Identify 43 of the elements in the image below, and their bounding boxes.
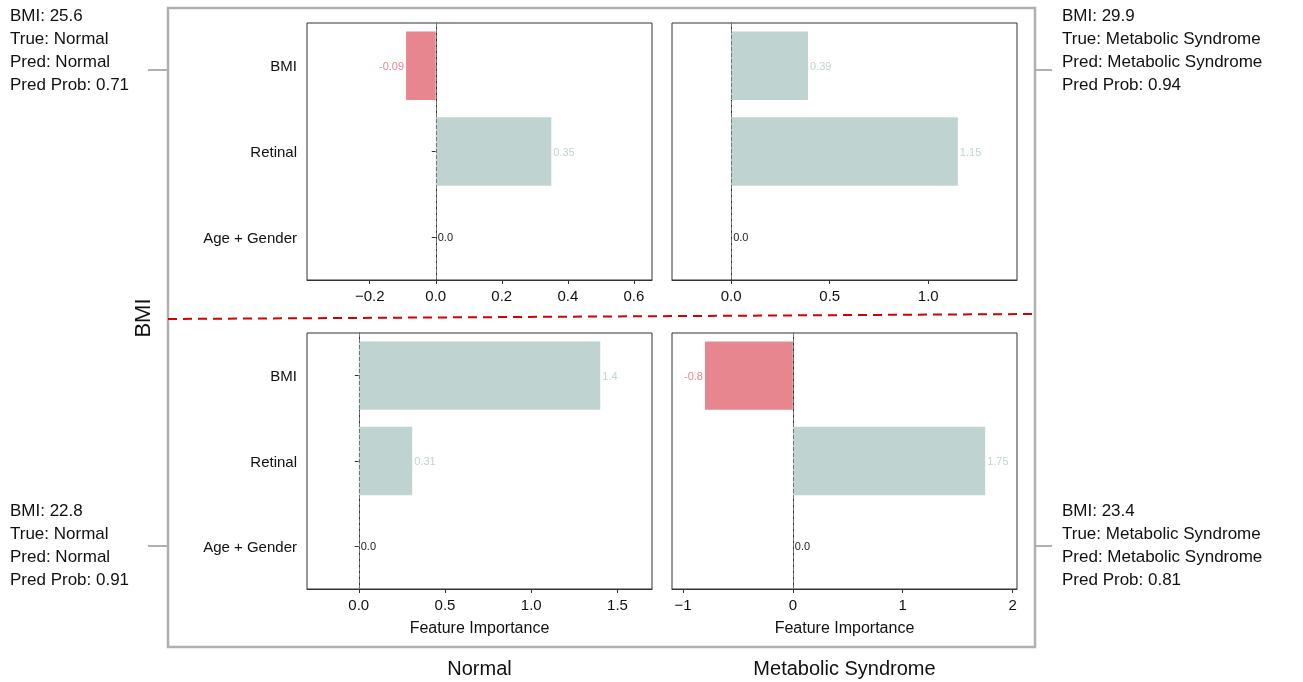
data-label: 0.0 [733,231,749,244]
data-label: -0.8 [683,369,703,382]
text: Metabolic Syndrome [752,657,937,680]
data-label: 0.31 [414,455,436,467]
y-tick-label: BMI [270,57,297,75]
text: BMI [129,297,156,340]
data-label: 1.15 [959,145,982,158]
x-tick-label: 0.2 [491,287,513,304]
text: BMI: 22.8 True: Normal Pred: Normal Pred Prob: 0.91 [10,500,130,591]
data-label: 0.39 [810,59,832,72]
x-tick-label: 0.0 [720,287,742,304]
text: Normal [446,657,513,680]
text: BMI: 23.4 True: Metabolic Syndrome Pred: Metabolic Syndrome Pred Prob: 0.81 [1062,500,1263,591]
text: BMI: 29.9 True: Metabolic Syndrome Pred: Metabolic Syndrome Pred Prob: 0.94 [1062,5,1263,96]
x-tick-label: 0.4 [557,287,579,304]
x-axis-title: Feature Importance [409,618,550,636]
data-label: 1.75 [987,455,1009,467]
data-label: 0.35 [553,145,575,158]
x-tick-label: 0.5 [434,596,456,613]
data-label: 0.0 [437,231,454,244]
x-tick-label: 0.0 [348,596,370,613]
y-tick-label: Retinal [250,452,297,470]
data-label: 0.0 [794,540,811,553]
x-tick-label: −0.2 [354,287,385,304]
x-tick-label: 0.5 [819,287,841,304]
y-tick-label: BMI [270,367,297,385]
x-axis-title: Feature Importance [774,618,915,636]
data-label: 0.0 [360,540,377,553]
x-tick-label: 1.0 [917,287,939,304]
text: BMI: 25.6 True: Normal Pred: Normal Pred Prob: 0.71 [10,5,130,96]
x-tick-label: 1.5 [607,596,628,613]
x-tick-label: 2 [1008,596,1017,613]
data-label: 1.4 [602,369,618,382]
x-tick-label: 0.6 [623,287,645,304]
x-tick-label: 1.0 [520,596,542,613]
data-label: -0.09 [378,59,405,72]
x-tick-label: 0 [788,596,798,613]
x-tick-label: 1 [898,596,907,613]
x-tick-label: 0.0 [425,287,447,304]
y-tick-label: Age + Gender [203,537,297,555]
y-tick-label: Age + Gender [203,228,297,246]
x-tick-label: −1 [674,596,692,613]
y-tick-label: Retinal [250,143,297,160]
